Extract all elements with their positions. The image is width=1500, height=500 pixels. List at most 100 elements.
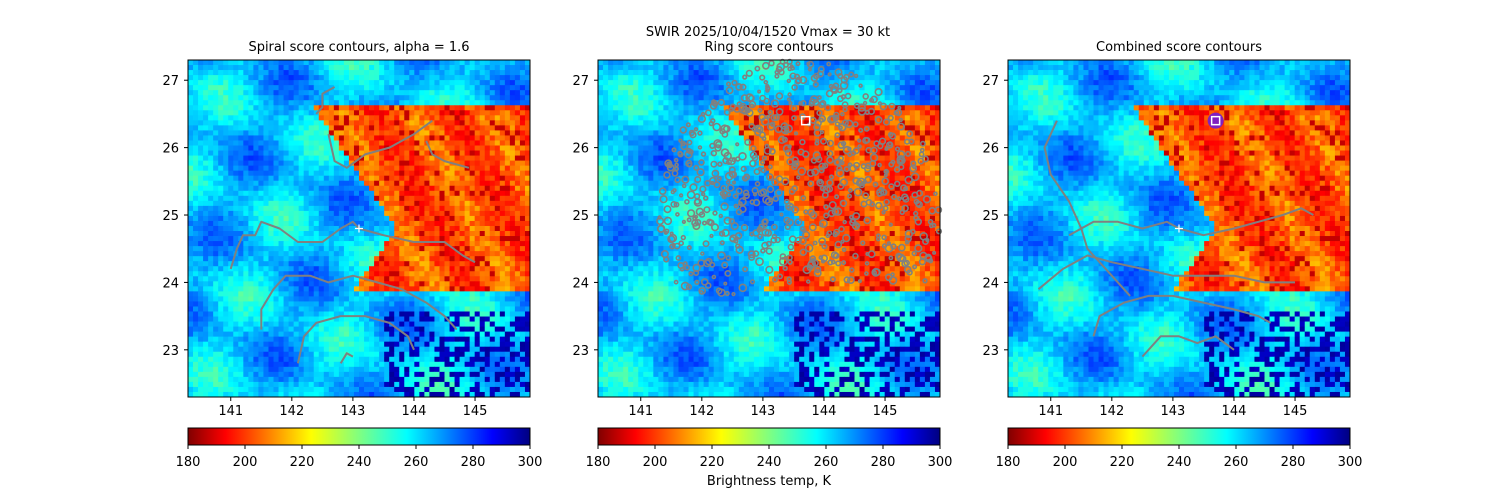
image-pixel — [198, 241, 204, 247]
image-pixel — [188, 90, 194, 96]
image-pixel — [489, 286, 496, 292]
image-pixel — [318, 195, 325, 202]
image-pixel — [819, 60, 825, 66]
image-pixel — [283, 296, 289, 302]
image-pixel — [424, 90, 430, 96]
image-pixel — [313, 281, 320, 287]
image-pixel — [213, 95, 219, 101]
image-pixel — [323, 100, 330, 106]
image-pixel — [394, 165, 400, 172]
image-pixel — [429, 65, 435, 71]
image-pixel — [449, 90, 455, 96]
image-pixel — [303, 125, 310, 131]
image-pixel — [248, 271, 254, 277]
image-pixel — [313, 301, 320, 307]
image-pixel — [429, 296, 435, 302]
image-pixel — [494, 115, 501, 121]
image-pixel — [273, 120, 279, 126]
image-pixel — [293, 170, 300, 177]
image-pixel — [444, 251, 450, 257]
image-pixel — [469, 261, 476, 267]
image-pixel — [238, 286, 244, 292]
image-pixel — [414, 170, 420, 177]
image-pixel — [849, 65, 855, 71]
image-pixel — [834, 60, 840, 66]
image-pixel — [469, 281, 476, 287]
image-pixel — [323, 185, 330, 192]
image-pixel — [268, 341, 274, 348]
image-pixel — [253, 266, 259, 272]
image-pixel — [288, 200, 295, 207]
image-pixel — [469, 291, 476, 297]
image-pixel — [268, 190, 274, 197]
image-pixel — [288, 195, 295, 202]
image-pixel — [364, 225, 370, 232]
image-pixel — [348, 80, 355, 86]
image-pixel — [524, 341, 531, 348]
image-pixel — [364, 246, 370, 252]
image-pixel — [504, 90, 511, 96]
image-pixel — [353, 361, 360, 368]
image-pixel — [444, 160, 450, 167]
image-pixel — [394, 291, 400, 297]
image-pixel — [238, 361, 244, 368]
image-pixel — [429, 326, 435, 333]
image-pixel — [439, 356, 445, 363]
image-pixel — [258, 301, 264, 307]
image-pixel — [464, 170, 471, 177]
image-pixel — [439, 155, 445, 161]
image-pixel — [198, 90, 204, 96]
image-pixel — [283, 195, 289, 202]
image-pixel — [439, 225, 445, 232]
image-pixel — [188, 291, 194, 297]
image-pixel — [298, 306, 305, 312]
image-pixel — [338, 115, 345, 121]
image-pixel — [288, 180, 295, 187]
image-pixel — [233, 296, 239, 302]
image-pixel — [369, 371, 375, 378]
image-pixel — [318, 236, 325, 242]
image-pixel — [394, 386, 400, 393]
image-pixel — [364, 291, 370, 297]
image-pixel — [489, 311, 496, 317]
image-pixel — [288, 65, 295, 71]
image-pixel — [474, 326, 481, 333]
image-pixel — [343, 266, 350, 272]
image-pixel — [188, 361, 194, 368]
image-pixel — [288, 371, 295, 378]
image-pixel — [303, 175, 310, 182]
image-pixel — [469, 296, 476, 302]
image-pixel — [474, 180, 481, 187]
image-pixel — [394, 120, 400, 126]
image-pixel — [389, 80, 395, 86]
image-pixel — [394, 215, 400, 222]
image-pixel — [288, 241, 295, 247]
image-pixel — [348, 125, 355, 131]
image-pixel — [353, 135, 360, 141]
image-pixel — [409, 376, 415, 383]
image-pixel — [688, 65, 694, 71]
image-pixel — [228, 351, 234, 358]
image-pixel — [404, 205, 410, 212]
image-pixel — [399, 311, 405, 317]
image-pixel — [449, 100, 455, 106]
image-pixel — [333, 90, 340, 96]
image-pixel — [369, 200, 375, 207]
image-pixel — [464, 210, 471, 217]
image-pixel — [338, 95, 345, 101]
image-pixel — [489, 391, 496, 398]
image-pixel — [449, 115, 455, 121]
image-pixel — [404, 331, 410, 338]
image-pixel — [328, 311, 335, 317]
image-pixel — [243, 220, 249, 227]
image-pixel — [524, 145, 531, 151]
image-pixel — [223, 190, 229, 197]
image-pixel — [439, 346, 445, 353]
image-pixel — [323, 60, 330, 66]
image-pixel — [323, 271, 330, 277]
image-pixel — [454, 225, 460, 232]
image-pixel — [459, 135, 466, 141]
image-pixel — [424, 251, 430, 257]
image-pixel — [489, 386, 496, 393]
image-pixel — [248, 346, 254, 353]
